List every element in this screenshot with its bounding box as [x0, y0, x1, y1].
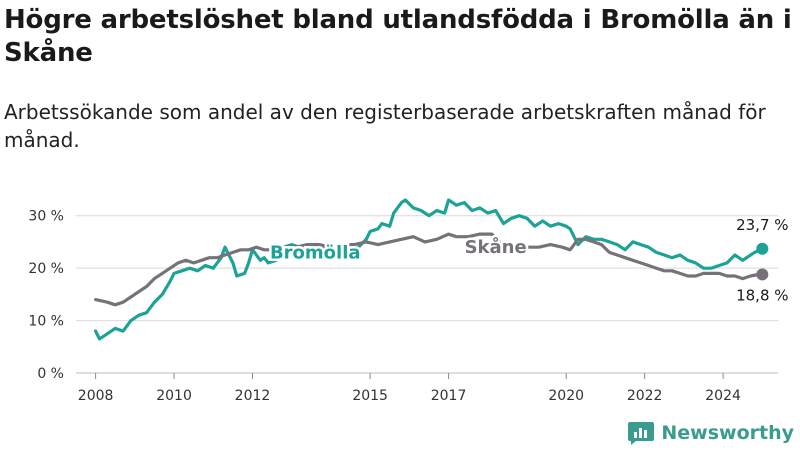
x-tick-label: 2010: [156, 388, 192, 404]
x-axis-ticks: 2008 2010 2012 2015 2017 2020 2022 2024: [78, 373, 741, 404]
newsworthy-brand[interactable]: Newsworthy: [627, 419, 794, 447]
y-tick-label: 30 %: [28, 209, 64, 225]
series-end-point-0: [756, 242, 769, 255]
x-tick-label: 2015: [352, 388, 388, 404]
x-tick-label: 2022: [627, 388, 663, 404]
series-name-label-0: Bromölla: [270, 242, 361, 263]
x-tick-label: 2008: [78, 388, 114, 404]
x-tick-label: 2020: [548, 388, 584, 404]
brand-name: Newsworthy: [661, 422, 794, 444]
x-tick-label: 2024: [705, 388, 741, 404]
line-chart: 0 % 10 % 20 % 30 % 2008 2010 2012 2015 2017 2020…: [28, 198, 789, 404]
series-lines: [94, 198, 769, 341]
series-line-0: [94, 198, 764, 341]
newsworthy-logo-icon: [628, 422, 655, 445]
chart-title: Högre arbetslöshet bland utlandsfödda i …: [4, 5, 792, 68]
series-line-1: [94, 232, 764, 307]
chart-subtitle: Arbetssökande som andel av den registerb…: [4, 100, 766, 152]
y-tick-label: 0 %: [37, 366, 64, 382]
series-end-label-1: 18,8 %: [736, 286, 788, 304]
y-axis-ticks: 0 % 10 % 20 % 30 %: [28, 209, 64, 382]
series-end-label-0: 23,7 %: [736, 216, 788, 234]
y-tick-label: 10 %: [28, 314, 64, 330]
x-tick-label: 2012: [235, 388, 271, 404]
grid-lines: [76, 215, 778, 374]
series-end-point-1: [756, 268, 769, 281]
series-labels: 23,7 % Bromölla 18,8 % Skåne: [267, 216, 788, 305]
x-tick-label: 2017: [431, 388, 467, 404]
series-name-label-1: Skåne: [465, 236, 527, 258]
y-tick-label: 20 %: [28, 261, 64, 277]
